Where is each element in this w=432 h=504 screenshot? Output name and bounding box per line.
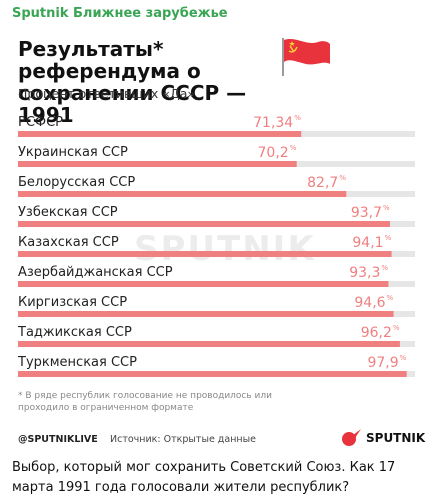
bar xyxy=(18,311,394,317)
bar xyxy=(18,131,302,137)
footnote: * В ряде республик голосование не провод… xyxy=(18,391,272,413)
infographic-card: Результаты* референдума о сохранении ССС… xyxy=(4,24,428,454)
value-unit: % xyxy=(381,264,388,272)
channel-name[interactable]: Sputnik Ближнее зарубежье xyxy=(12,6,228,21)
value-unit: % xyxy=(393,324,400,332)
chart-subtitle: Процент ответивших «Да» xyxy=(18,86,196,101)
value-label: 82,7 xyxy=(307,175,338,191)
category-label: Киргизская ССР xyxy=(18,295,127,310)
soviet-flag-icon xyxy=(282,38,330,76)
category-label: РСФСР xyxy=(18,115,63,130)
value-label: 93,7 xyxy=(351,205,382,221)
value-label: 94,6 xyxy=(354,295,385,311)
value-label: 97,9 xyxy=(367,355,398,371)
bar xyxy=(18,251,392,257)
category-label: Белорусская ССР xyxy=(18,175,135,190)
bar xyxy=(18,281,389,287)
value-unit: % xyxy=(387,294,394,302)
value-unit: % xyxy=(290,144,297,152)
post-caption: Выбор, который мог сохранить Советский С… xyxy=(12,460,396,495)
watermark: SPUTNIK xyxy=(134,229,316,269)
value-unit: % xyxy=(294,114,301,122)
category-label: Таджикская ССР xyxy=(17,325,132,340)
sputnik-logo-icon xyxy=(342,429,361,446)
logo-text: SPUTNIK xyxy=(366,431,426,445)
bar xyxy=(18,341,400,347)
value-unit: % xyxy=(385,234,392,242)
bar xyxy=(18,371,407,377)
chart-title: Результаты* референдума о сохранении ССС… xyxy=(18,37,247,127)
bar xyxy=(18,191,347,197)
bar xyxy=(18,221,390,227)
value-label: 71,34 xyxy=(253,115,293,131)
value-unit: % xyxy=(383,204,390,212)
footer-handle: @SPUTNIKLIVE xyxy=(18,434,98,445)
bar xyxy=(18,161,297,167)
category-label: Казахская ССР xyxy=(18,235,119,250)
category-label: Туркменская ССР xyxy=(17,355,137,370)
category-label: Узбекская ССР xyxy=(18,205,118,220)
bar-chart: РСФСР 71,34 % Украинская ССР 70,2 % Белорусска… xyxy=(17,114,415,377)
value-label: 93,3 xyxy=(349,265,380,281)
category-label: Азербайджанская ССР xyxy=(18,265,173,280)
value-label: 70,2 xyxy=(258,145,289,161)
footer-source: Источник: Открытые данные xyxy=(110,434,256,445)
value-label: 96,2 xyxy=(361,325,392,341)
value-unit: % xyxy=(339,174,346,182)
value-unit: % xyxy=(400,354,407,362)
value-label: 94,1 xyxy=(352,235,383,251)
category-label: Украинская ССР xyxy=(18,145,128,160)
sputnik-logo: SPUTNIK xyxy=(340,428,425,448)
